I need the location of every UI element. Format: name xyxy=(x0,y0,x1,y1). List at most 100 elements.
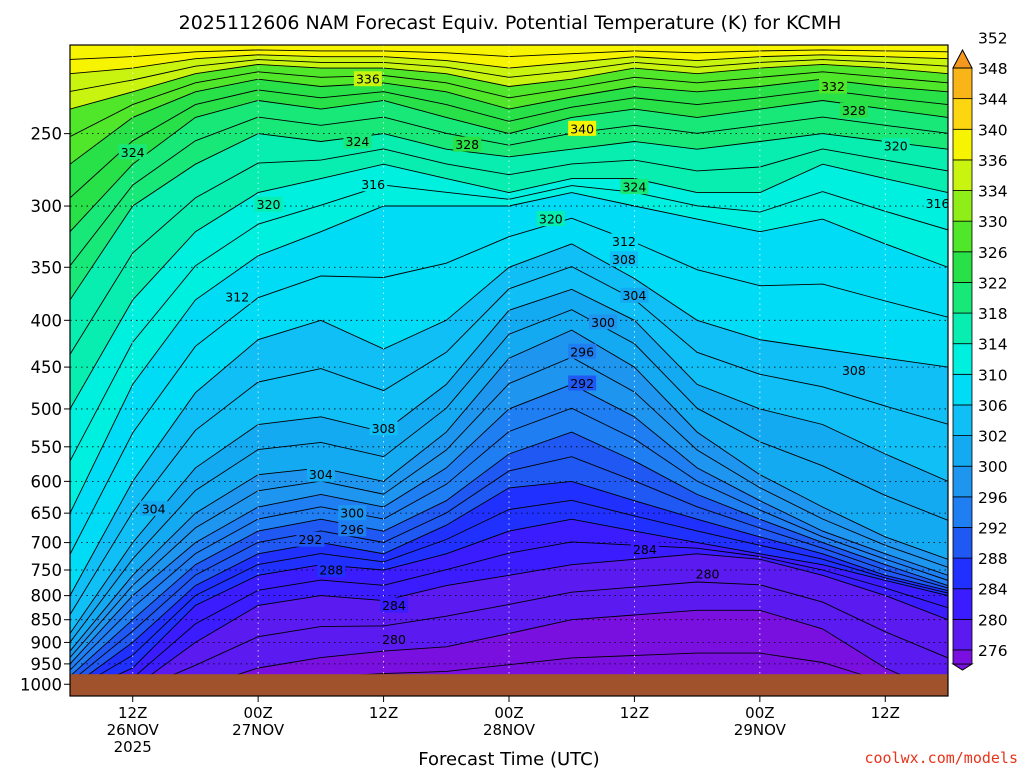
contour-label-bg xyxy=(139,500,168,516)
contour-label-bg xyxy=(609,251,638,267)
y-tick-label: 950 xyxy=(31,655,63,674)
x-tick-label: 26NOV xyxy=(107,721,160,739)
contour-314 xyxy=(70,217,948,555)
plot-area: 336 332 328 324 324 328 340 320 316 324 320 316 320 3… xyxy=(70,45,948,696)
y-tick-label: 650 xyxy=(31,504,63,523)
contour-label-bg xyxy=(453,136,482,152)
colorbar-swatch xyxy=(952,128,973,161)
x-tick-label: 12Z xyxy=(369,704,398,722)
colorbar: 276 280 284 288 292 296 300 302 306 310 314 318 322 3… xyxy=(951,29,1008,671)
colorbar-swatch xyxy=(952,159,973,191)
y-tick-label: 450 xyxy=(31,358,63,377)
colorbar-label: 280 xyxy=(978,611,1008,629)
contour-label-bg xyxy=(359,176,388,192)
contour-302 xyxy=(70,356,948,658)
contour-label-bg xyxy=(881,138,910,154)
contour-282 xyxy=(70,581,948,696)
colorbar-label: 300 xyxy=(978,458,1008,476)
y-tick-label: 600 xyxy=(31,472,63,491)
contour-label-bg xyxy=(620,179,649,195)
colorbar-swatch xyxy=(952,496,973,528)
colorbar-swatch xyxy=(952,282,973,314)
contour-294 xyxy=(70,456,948,683)
contour-label: 308 xyxy=(842,363,866,378)
contour-306 xyxy=(70,309,948,643)
colorbar-label: 336 xyxy=(978,152,1008,170)
y-tick-label: 850 xyxy=(31,611,63,630)
colorbar-swatch xyxy=(952,618,973,651)
contour-label-bg xyxy=(343,133,372,149)
colorbar-label: 326 xyxy=(978,244,1008,262)
colorbar-label: 296 xyxy=(978,489,1008,507)
y-tick-label: 550 xyxy=(31,438,63,457)
x-tick-label: 27NOV xyxy=(232,721,285,739)
y-tick-label: 1000 xyxy=(20,675,62,694)
y-tick-label: 750 xyxy=(31,561,63,580)
contour-label-bg xyxy=(317,561,346,577)
contour-290 xyxy=(70,499,948,693)
contour-label: 336 xyxy=(356,72,380,87)
contour-322 xyxy=(70,148,948,355)
colorbar-label: 314 xyxy=(978,336,1008,354)
contour-label-bg xyxy=(369,420,398,436)
colorbar-label: 302 xyxy=(978,428,1008,446)
contour-324 xyxy=(70,133,948,301)
contour-label: 312 xyxy=(612,234,636,249)
contour-292 xyxy=(70,480,948,689)
colorbar-label: 348 xyxy=(978,60,1008,78)
contour-label: 308 xyxy=(372,421,396,436)
contour-336 xyxy=(70,63,948,110)
colorbar-swatch xyxy=(952,527,973,559)
contour-label-bg xyxy=(254,196,283,212)
contour-label: 328 xyxy=(842,103,866,118)
contour-286 xyxy=(70,541,948,696)
contour-label: 280 xyxy=(382,632,406,647)
contour-label-bg xyxy=(296,531,325,547)
colorbar-label: 340 xyxy=(978,121,1008,139)
x-tick-label: 12Z xyxy=(118,704,147,722)
contour-label: 320 xyxy=(539,212,563,227)
contour-label: 296 xyxy=(340,522,364,537)
contour-label: 320 xyxy=(257,197,281,212)
colorbar-label: 288 xyxy=(978,550,1008,568)
colorbar-swatch xyxy=(952,98,973,130)
colorbar-arrow-low xyxy=(951,663,974,671)
contour-label: 316 xyxy=(361,177,385,192)
colorbar-label: 310 xyxy=(978,366,1008,384)
contour-label: 284 xyxy=(633,542,657,557)
contour-label: 300 xyxy=(591,315,615,330)
y-tick-label: 400 xyxy=(31,311,63,330)
colorbar-swatch xyxy=(952,220,973,253)
colorbar-swatch xyxy=(952,557,973,590)
contour-label: 280 xyxy=(696,567,720,582)
contour-label: 300 xyxy=(340,506,364,521)
colorbar-label: 344 xyxy=(978,91,1008,109)
contour-label: 320 xyxy=(884,139,908,154)
colorbar-swatch xyxy=(952,404,973,436)
contour-label: 304 xyxy=(142,501,166,516)
colorbar-label: 292 xyxy=(978,519,1008,537)
contour-304 xyxy=(70,329,948,652)
x-tick-label: 00Z xyxy=(243,704,272,722)
colorbar-arrow-high xyxy=(952,48,973,69)
y-tick-label: 500 xyxy=(31,400,63,419)
contour-label-bg xyxy=(693,566,722,582)
x-tick-label: 2025 xyxy=(114,738,152,756)
colorbar-swatch xyxy=(952,435,973,467)
contour-label-bg xyxy=(630,541,659,557)
contour-label: 312 xyxy=(225,289,249,304)
contour-label-bg xyxy=(568,343,597,359)
contour-label: 304 xyxy=(309,467,333,482)
contour-label: 304 xyxy=(622,288,646,303)
contour-334 xyxy=(70,71,948,138)
contour-332 xyxy=(70,78,948,165)
colorbar-swatch xyxy=(952,312,973,345)
colorbar-label: 330 xyxy=(978,213,1008,231)
colorbar-swatch xyxy=(952,190,973,222)
site-credit[interactable]: coolwx.com/models xyxy=(864,749,1018,767)
y-axis: 250 300 350 400 450 500 550 600 650 700 750 800 850 9… xyxy=(20,125,70,694)
contour-label-bg xyxy=(620,287,649,303)
contour-label-bg xyxy=(536,211,565,227)
contour-label-bg xyxy=(819,78,848,94)
colorbar-label: 306 xyxy=(978,397,1008,415)
